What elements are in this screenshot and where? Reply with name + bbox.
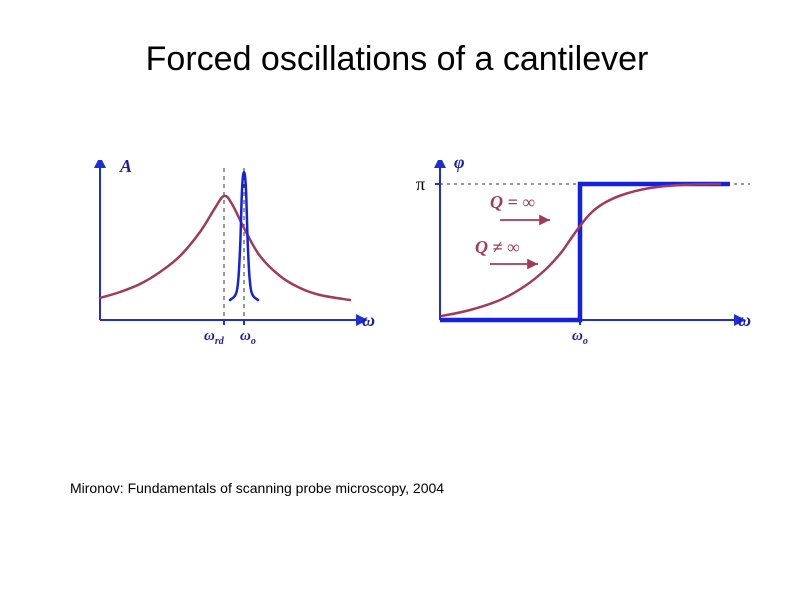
left-x-tick-w0: ωo [240,328,256,347]
right-x-tick-w0: ωo [572,328,588,347]
pi-label: π [416,174,425,195]
q-infinity-label: Q = ∞ [490,192,535,213]
left-x-tick-wrd: ωrd [204,328,224,347]
page-title: Forced oscillations of a cantilever [0,40,794,79]
amplitude-chart-svg [80,160,380,370]
q-non-infinity-label: Q ≠ ∞ [475,237,520,258]
right-y-axis-label: φ [454,152,465,173]
left-x-axis-label: ω [362,310,375,331]
citation-text: Mironov: Fundamentals of scanning probe … [70,480,444,496]
phase-chart: φ ω π ωo Q = ∞ Q ≠ ∞ [420,160,760,375]
phase-chart-svg [420,160,760,370]
amplitude-chart: A ω ωrd ωo [80,160,380,375]
right-x-axis-label: ω [738,310,751,331]
left-y-axis-label: A [120,156,132,177]
